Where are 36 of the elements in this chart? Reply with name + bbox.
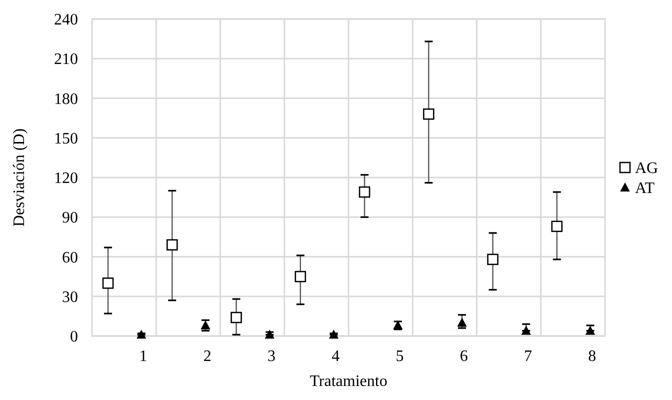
x-tick-label: 2	[203, 348, 212, 365]
point	[586, 326, 595, 335]
y-axis-title: Desviación (D)	[11, 128, 28, 227]
y-tick-label: 210	[54, 51, 78, 68]
y-tick-label: 180	[54, 90, 78, 108]
point	[458, 318, 466, 327]
x-tick-label: 1	[139, 348, 148, 365]
point	[102, 278, 114, 289]
x-tick-label: 4	[332, 348, 340, 365]
point	[358, 186, 370, 198]
x-tick-label: 3	[268, 348, 276, 365]
point	[423, 108, 434, 120]
x-tick-label: 5	[396, 348, 404, 365]
point	[136, 330, 146, 339]
legend-label: AT	[635, 180, 655, 198]
point	[487, 254, 498, 266]
y-tick-label: 0	[70, 328, 78, 346]
point	[522, 326, 531, 335]
point	[294, 270, 306, 282]
point	[230, 312, 242, 324]
point	[265, 330, 274, 339]
x-axis-title: Tratamiento	[310, 373, 388, 390]
point	[329, 330, 338, 339]
y-tick-label: 150	[54, 130, 78, 148]
x-tick-label: 6	[460, 348, 468, 365]
x-tick-label: 8	[588, 348, 596, 365]
point	[201, 320, 210, 330]
y-tick-label: 60	[62, 249, 78, 266]
y-tick-label: 90	[62, 210, 78, 227]
y-tick-label: 240	[54, 12, 78, 29]
point	[166, 239, 178, 251]
y-tick-label: 30	[62, 288, 78, 306]
legend-label: AG	[635, 160, 659, 178]
x-tick-label: 7	[524, 348, 532, 365]
y-tick-label: 120	[54, 170, 78, 188]
point	[551, 220, 563, 232]
